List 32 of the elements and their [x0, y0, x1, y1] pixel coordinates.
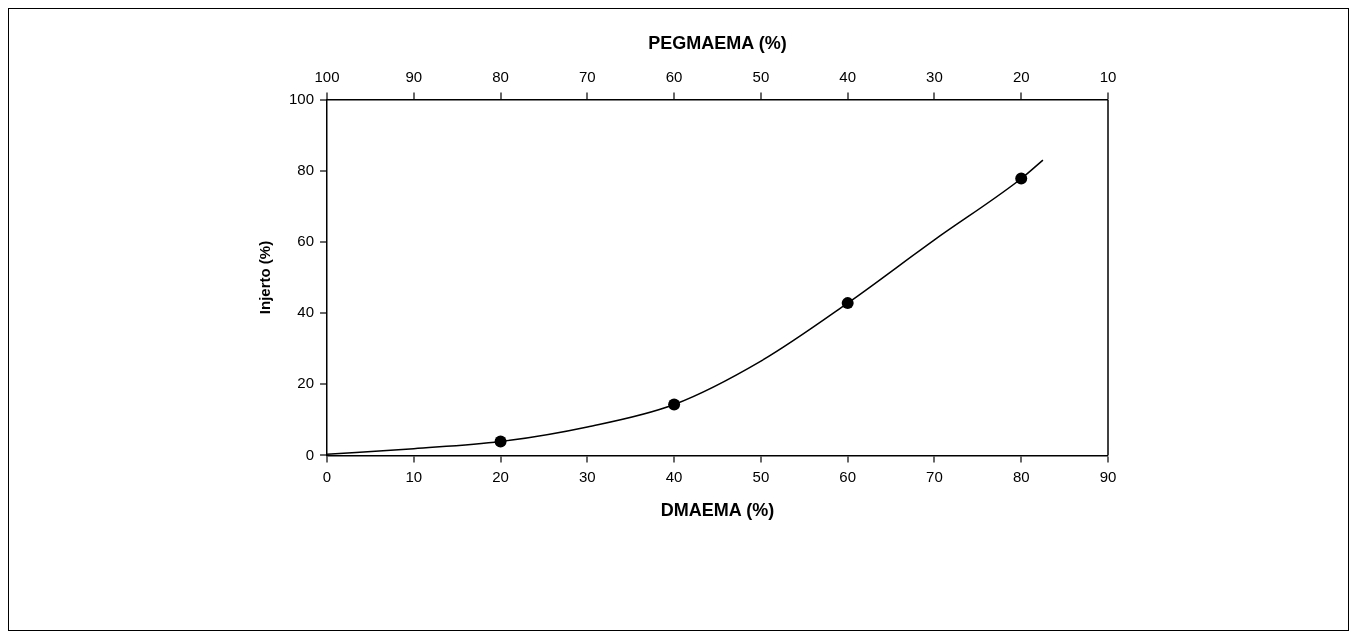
y-tick-label: 40 — [297, 303, 315, 321]
point — [1015, 172, 1028, 185]
x2-tick-label: 90 — [405, 67, 423, 85]
point — [841, 297, 854, 310]
x-tick-label: 60 — [839, 467, 857, 485]
x-tick-label: 80 — [1012, 467, 1030, 485]
x2-axis-title: PEGMAEMA (%) — [648, 32, 787, 53]
y-tick-label: 60 — [297, 232, 315, 250]
x2-tick-label: 30 — [926, 67, 943, 85]
x2-tick-label: 40 — [839, 67, 857, 85]
x-tick-label: 70 — [926, 467, 943, 485]
y-tick-label: 80 — [297, 160, 315, 178]
x2-tick-label: 10 — [1099, 67, 1117, 85]
y-axis-title: Injerto (%) — [256, 240, 274, 315]
x-tick-label: 30 — [579, 467, 596, 485]
x-tick-label: 0 — [322, 467, 332, 485]
y-tick-label: 0 — [305, 445, 315, 463]
y-tick-label: 20 — [297, 374, 315, 392]
x2-tick-label: 70 — [579, 67, 596, 85]
x-tick-label: 90 — [1099, 467, 1117, 485]
x-tick-label: 10 — [405, 467, 423, 485]
x2-tick-label: 50 — [752, 67, 770, 85]
x-tick-label: 40 — [665, 467, 683, 485]
x2-tick-label: 80 — [492, 67, 509, 85]
x2-tick-label: 60 — [665, 67, 683, 85]
point — [668, 398, 681, 411]
x-tick-label: 50 — [752, 467, 770, 485]
point — [494, 435, 507, 448]
y-tick-label: 100 — [289, 89, 315, 107]
x2-tick-label: 100 — [314, 67, 340, 85]
x2-tick-label: 20 — [1012, 67, 1030, 85]
x-tick-label: 20 — [492, 467, 509, 485]
